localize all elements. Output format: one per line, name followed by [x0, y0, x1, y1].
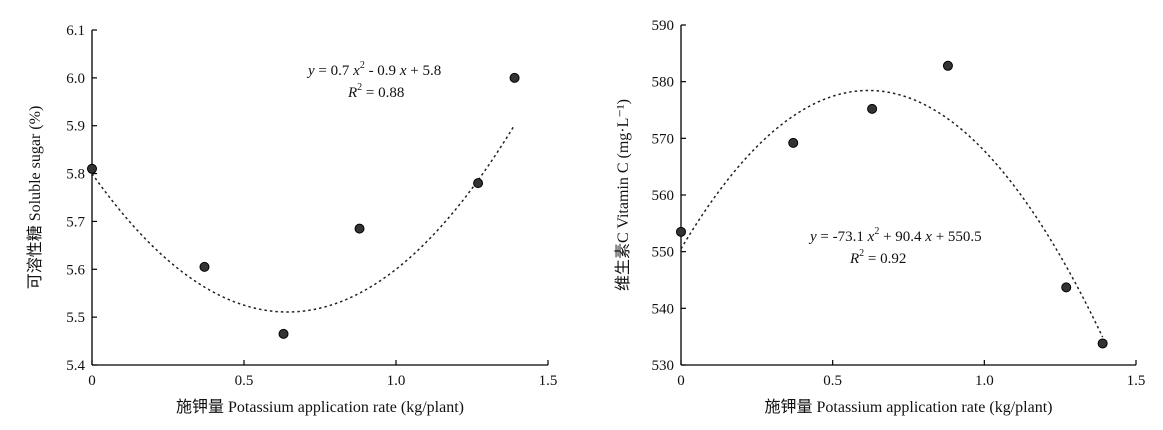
y-tick-label: 5.4	[66, 358, 85, 374]
x-tick-label: 0.5	[235, 373, 254, 389]
y-tick-label: 570	[652, 131, 675, 147]
y-tick-label: 5.9	[66, 119, 85, 135]
fit-curve	[91, 124, 516, 313]
y-tick-label: 5.5	[66, 310, 85, 326]
equation-segment: y	[808, 229, 817, 245]
x-tick-label: 0	[677, 373, 685, 389]
equation-segment: = 0.7	[315, 63, 353, 79]
data-point	[867, 103, 878, 114]
equation-segment: 2	[360, 60, 365, 71]
x-tick-label: 1.0	[387, 373, 406, 389]
equation-segment: - 0.9	[365, 63, 400, 79]
equation-segment: = 0.92	[864, 251, 906, 267]
y-tick-label: 5.7	[66, 214, 85, 230]
y-tick-label: 590	[652, 18, 675, 34]
y-tick-label: 530	[652, 358, 675, 374]
data-point	[676, 226, 686, 237]
data-point	[1097, 338, 1108, 349]
equation-segment: x	[867, 229, 875, 245]
chart-panel-2: 530 540 550 560 570 580 590 0 0.5 1.0 1.5 施钾量 Potas…	[614, 18, 1145, 416]
equation-segment: R	[347, 85, 357, 101]
equation-segment: x	[924, 229, 932, 245]
x-tick-label: 0	[88, 373, 96, 389]
equation-segment: x	[399, 63, 407, 79]
data-point	[199, 261, 210, 272]
chart-panel-1: 5.4 5.5 5.6 5.7 5.8 5.9 6.0 6.1 0 0.5 1.0 1.5 施钾量 Po…	[26, 23, 557, 416]
equation-segment: + 5.8	[406, 63, 441, 79]
regression-equation: y = -73.1 x2 + 90.4 x + 550.5	[808, 226, 982, 245]
y-tick-label: 540	[652, 301, 675, 317]
equation-segment: 2	[357, 82, 362, 93]
x-tick-label: 1.5	[539, 373, 558, 389]
y-tick-label: 6.1	[66, 23, 85, 39]
data-point	[1061, 282, 1072, 293]
y-tick-label: 5.8	[66, 167, 85, 183]
data-point	[509, 72, 520, 83]
x-tick-label: 0.5	[823, 373, 842, 389]
r-squared: R2 = 0.88	[347, 82, 404, 101]
x-axis-title: 施钾量 Potassium application rate (kg/plant…	[176, 398, 464, 416]
data-point	[473, 178, 484, 189]
y-tick-label: 6.0	[66, 71, 85, 87]
equation-segment: 2	[859, 248, 864, 259]
x-axis-title: 施钾量 Potassium application rate (kg/plant…	[765, 398, 1053, 416]
y-tick-label: 5.6	[66, 262, 85, 278]
data-point	[278, 328, 289, 339]
fit-curve	[680, 89, 1104, 338]
data-point	[788, 137, 799, 148]
equation-segment: 2	[874, 226, 879, 237]
equation-segment: + 550.5	[932, 229, 982, 245]
data-point	[354, 223, 365, 234]
data-point	[87, 163, 97, 174]
r-squared: R2 = 0.92	[849, 248, 906, 267]
equation-segment: = -73.1	[817, 229, 868, 245]
equation-segment: = 0.88	[362, 85, 404, 101]
x-tick-label: 1.5	[1127, 373, 1146, 389]
data-point	[942, 60, 953, 71]
y-tick-label: 560	[652, 188, 675, 204]
equation-segment: x	[352, 63, 360, 79]
y-tick-label: 550	[652, 245, 675, 261]
y-axis-title: 维生素C Vitamin C (mg·L⁻¹)	[614, 99, 632, 291]
y-axis-title: 可溶性糖 Soluble sugar (%)	[26, 106, 44, 290]
equation-segment: y	[306, 63, 315, 79]
y-tick-label: 580	[652, 75, 675, 91]
equation-segment: + 90.4	[879, 229, 925, 245]
x-tick-label: 1.0	[975, 373, 994, 389]
equation-segment: R	[849, 251, 859, 267]
regression-equation: y = 0.7 x2 - 0.9 x + 5.8	[306, 60, 441, 79]
